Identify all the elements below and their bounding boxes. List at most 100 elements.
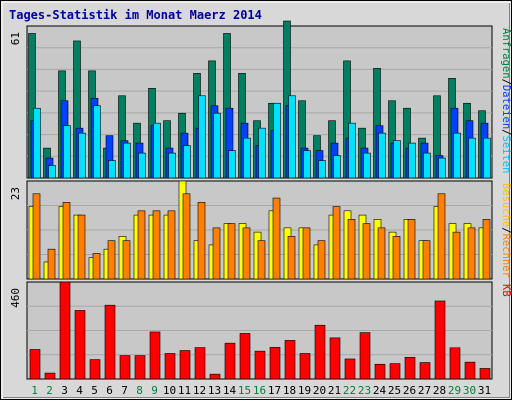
panel-hits: 61 Anfragen/Dateien/Seiten	[9, 20, 511, 179]
bar-rechner-day-18-fill	[287, 236, 296, 280]
bar-rechner-day-15-fill	[242, 227, 251, 280]
bar-rechner-day-21-fill	[332, 206, 341, 280]
bar-kb-day-14-fill	[224, 342, 236, 380]
bar-rechner-day-14-fill	[227, 223, 236, 280]
day-label-19: 19	[298, 384, 311, 397]
day-label-24: 24	[373, 384, 387, 397]
bar-rechner-day-28	[437, 193, 446, 280]
bar-rechner-day-5-fill	[92, 253, 101, 280]
day-label-9: 9	[151, 384, 158, 397]
legend-hits: Anfragen/Dateien/Seiten	[500, 28, 511, 173]
bar-rechner-day-17	[272, 197, 281, 280]
legend-label-visits-2: Rechner	[500, 234, 511, 278]
bar-kb-day-5	[89, 359, 101, 380]
bar-kb-day-18	[284, 340, 296, 380]
bar-seiten-day-24	[378, 132, 386, 179]
day-label-27: 27	[418, 384, 431, 397]
bar-kb-day-16-fill	[254, 350, 266, 380]
bar-kb-day-22-fill	[344, 358, 356, 380]
bar-rechner-day-31-fill	[482, 219, 491, 280]
bar-rechner-day-19-fill	[302, 227, 311, 280]
bar-kb-day-21	[329, 337, 341, 380]
bar-seiten-day-13-fill	[213, 112, 221, 179]
bar-seiten-day-22	[348, 122, 356, 179]
bar-kb-day-20	[314, 324, 326, 380]
bar-kb-day-22	[344, 358, 356, 380]
bar-rechner-day-5	[92, 253, 101, 280]
bar-seiten-day-22-fill	[348, 122, 356, 179]
bar-seiten-day-16	[258, 127, 266, 179]
bar-kb-day-27-fill	[419, 362, 431, 380]
bar-rechner-day-9	[152, 210, 161, 280]
bar-kb-day-6	[104, 304, 116, 380]
bar-rechner-day-9-fill	[152, 210, 161, 280]
bar-rechner-day-13-fill	[212, 227, 221, 280]
legend-label-hits-0: Anfragen	[500, 28, 511, 79]
bar-seiten-day-28	[438, 157, 446, 179]
bar-rechner-day-6-fill	[107, 240, 116, 280]
day-label-29: 29	[448, 384, 461, 397]
bar-seiten-day-25-fill	[393, 140, 401, 179]
bar-rechner-day-29	[452, 231, 461, 280]
bar-kb-day-19-fill	[299, 353, 311, 380]
bar-kb-day-20-fill	[314, 324, 326, 380]
bar-seiten-day-1-fill	[33, 107, 41, 179]
bar-kb-day-15-fill	[239, 333, 251, 380]
bar-rechner-day-16	[257, 240, 266, 280]
bar-seiten-day-28-fill	[438, 157, 446, 179]
bar-kb-day-29-fill	[449, 347, 461, 380]
bar-seiten-day-3	[63, 125, 71, 179]
bar-kb-day-23	[359, 332, 371, 380]
day-label-6: 6	[106, 384, 113, 397]
bar-rechner-day-25-fill	[392, 236, 401, 280]
bar-rechner-day-8	[137, 210, 146, 280]
bar-kb-day-10	[164, 353, 176, 380]
bar-kb-day-16	[254, 350, 266, 380]
bar-rechner-day-23-fill	[362, 223, 371, 280]
bar-rechner-day-23	[362, 223, 371, 280]
bar-rechner-day-27-fill	[422, 240, 431, 280]
chart-title: Tages-Statistik im Monat Maerz 2014	[9, 8, 262, 22]
bar-rechner-day-21	[332, 206, 341, 280]
bar-seiten-day-23	[363, 152, 371, 179]
bar-seiten-day-16-fill	[258, 127, 266, 179]
legend-label-hits-1: /	[500, 79, 511, 85]
bar-rechner-day-7-fill	[122, 240, 131, 280]
bar-rechner-day-18	[287, 236, 296, 280]
bar-rechner-day-11	[182, 193, 191, 280]
bar-seiten-day-10-fill	[168, 152, 176, 179]
bar-kb-day-28	[434, 300, 446, 380]
bar-rechner-day-20-fill	[317, 240, 326, 280]
bar-rechner-day-15	[242, 227, 251, 280]
bar-rechner-day-3-fill	[62, 202, 71, 280]
day-label-31: 31	[478, 384, 491, 397]
bar-kb-day-7-fill	[119, 355, 131, 380]
bar-seiten-day-1	[33, 107, 41, 179]
day-label-7: 7	[121, 384, 128, 397]
bar-seiten-day-20-fill	[318, 160, 326, 179]
legend-label-hits-4: Seiten	[500, 136, 511, 174]
panel-kb: 460 KB	[9, 281, 511, 380]
bar-rechner-day-8-fill	[137, 210, 146, 280]
bar-rechner-day-30	[467, 227, 476, 280]
bar-kb-day-25-fill	[389, 363, 401, 380]
bar-rechner-day-17-fill	[272, 197, 281, 280]
bar-seiten-day-4-fill	[78, 132, 86, 179]
bar-seiten-day-2	[48, 165, 56, 179]
bar-seiten-day-8	[138, 152, 146, 179]
bar-seiten-day-15-fill	[243, 137, 251, 179]
bar-kb-day-1	[29, 349, 41, 380]
bar-seiten-day-27-fill	[423, 152, 431, 179]
bar-kb-day-24-fill	[374, 363, 386, 380]
bar-kb-day-28-fill	[434, 300, 446, 380]
max-label-hits: 61	[9, 32, 22, 45]
bar-rechner-day-12-fill	[197, 202, 206, 280]
bar-kb-day-12	[194, 347, 206, 380]
bar-kb-day-2-fill	[44, 372, 56, 380]
bar-kb-day-1-fill	[29, 349, 41, 380]
bar-rechner-day-31	[482, 219, 491, 280]
bar-rechner-day-1-fill	[32, 193, 41, 280]
day-label-8: 8	[136, 384, 143, 397]
bar-kb-day-26	[404, 356, 416, 380]
panel-visits: 23 Besuche/Rechner	[9, 180, 511, 280]
